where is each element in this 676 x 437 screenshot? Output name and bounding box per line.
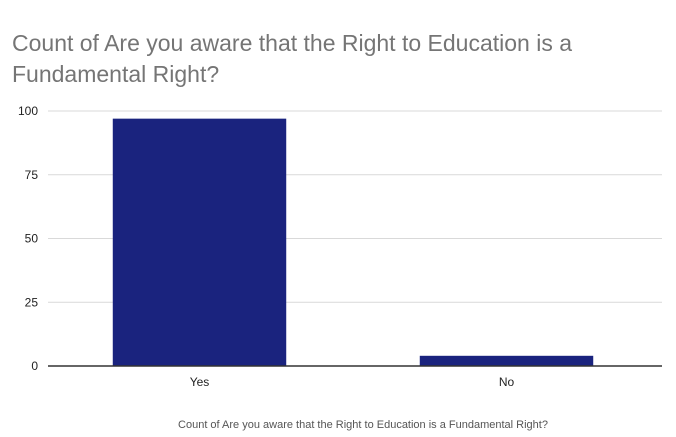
y-axis-ticks: 0 25 50 75 100 [18, 104, 38, 373]
bars [112, 118, 594, 367]
chart-title: Count of Are you aware that the Right to… [12, 30, 573, 87]
y-tick-label: 100 [18, 104, 38, 118]
y-tick-label: 50 [25, 232, 39, 246]
x-tick-label-yes: Yes [190, 375, 210, 389]
bar-yes [112, 118, 287, 367]
y-tick-label: 25 [25, 295, 39, 309]
x-tick-label-no: No [499, 375, 515, 389]
bar-no [419, 355, 594, 366]
x-axis-categories: Yes No [190, 375, 515, 389]
x-axis-title: Count of Are you aware that the Right to… [178, 419, 548, 431]
y-tick-label: 0 [31, 359, 38, 373]
y-tick-label: 75 [25, 168, 39, 182]
